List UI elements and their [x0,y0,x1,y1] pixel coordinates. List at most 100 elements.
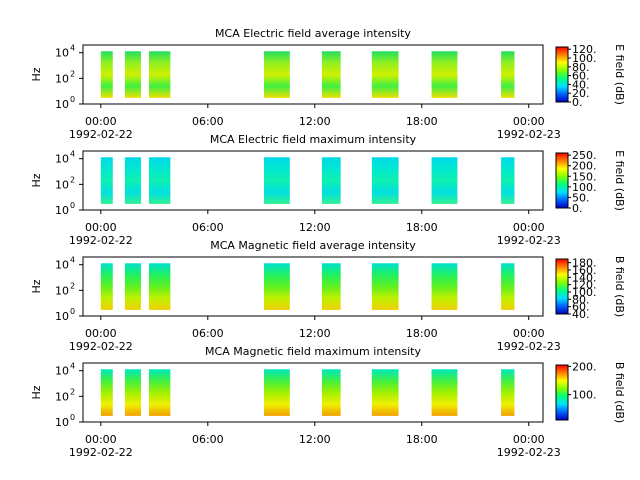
colorbar-tick-label: 50. [572,191,590,204]
data-segment [100,369,113,416]
x-tick-label: 12:00 [299,221,331,234]
y-tick-exponent: 4 [70,150,75,159]
y-tick-exponent: 4 [70,44,75,53]
colorbar-tick-label: 120. [572,279,597,292]
data-segment [431,263,458,310]
x-tick-label: 00:00 [85,221,117,234]
y-tick-label: 10 [55,153,69,166]
x-tick-label: 18:00 [406,115,438,128]
x-tick-label: 00:00 [85,433,117,446]
data-segment [321,51,341,98]
data-segment [100,157,113,204]
colorbar-tick-label: 100. [572,52,597,65]
colorbar-tick-label: 200. [572,160,597,173]
data-segment [124,157,141,204]
data-segment [263,51,290,98]
data-segment [501,157,515,204]
y-tick-label: 10 [55,284,69,297]
y-tick-exponent: 2 [70,387,75,396]
data-segment [371,369,399,416]
x-tick-label: 00:00 [513,221,545,234]
axes-frame [82,150,544,211]
colorbar-label: E field (dB) [613,44,626,105]
colorbar-tick-label: 80. [572,61,590,74]
colorbar-label: B field (dB) [613,362,626,423]
y-tick-exponent: 0 [70,201,75,210]
colorbar-tick-label: 150. [572,170,597,183]
y-tick-exponent: 0 [70,413,75,422]
colorbar-tick-label: 200. [572,360,597,373]
colorbar-tick-label: 160. [572,264,597,277]
data-segment [321,157,341,204]
y-tick-label: 10 [55,98,69,111]
data-segment [501,263,515,310]
colorbar-tick-label: 40. [572,78,590,91]
x-tick-label: 06:00 [192,221,224,234]
colorbar [555,364,569,421]
data-segment [124,369,141,416]
colorbar-label: B field (dB) [613,256,626,317]
colorbar-tick-label: 180. [572,257,597,270]
date-label: 1992-02-23 [497,234,561,247]
panel-title: MCA Electric field average intensity [215,27,411,40]
panel-title: MCA Electric field maximum intensity [210,133,417,146]
x-tick-label: 18:00 [406,327,438,340]
x-tick-label: 18:00 [406,433,438,446]
axes-frame [82,256,544,317]
data-segment [431,157,458,204]
date-label: 1992-02-22 [69,128,133,141]
colorbar-tick-label: 60. [572,301,590,314]
data-segment [148,51,171,98]
colorbar-tick-label: 100. [572,389,597,402]
colorbar-tick-label: 250. [572,149,597,162]
data-segment [501,369,515,416]
colorbar-tick-label: 80. [572,293,590,306]
data-segment [321,263,341,310]
colorbar-tick-label: 120. [572,43,597,56]
colorbar-tick-label: 0. [572,96,583,109]
data-segment [263,263,290,310]
x-tick-label: 06:00 [192,327,224,340]
x-tick-label: 00:00 [513,115,545,128]
data-segment [371,157,399,204]
data-segment [431,51,458,98]
x-tick-label: 06:00 [192,115,224,128]
data-segment [501,51,515,98]
date-label: 1992-02-23 [497,128,561,141]
y-tick-label: 10 [55,310,69,323]
data-segment [100,51,113,98]
date-label: 1992-02-22 [69,340,133,353]
colorbar-tick-label: 100. [572,286,597,299]
panel-title: MCA Magnetic field maximum intensity [205,345,421,358]
data-segment [371,263,399,310]
data-segment [371,51,399,98]
x-tick-label: 12:00 [299,327,331,340]
data-segment [321,369,341,416]
panel-title: MCA Magnetic field average intensity [210,239,416,252]
date-label: 1992-02-23 [497,340,561,353]
y-axis-label: Hz [30,385,43,399]
colorbar-tick-label: 20. [572,87,590,100]
y-tick-label: 10 [55,416,69,429]
data-segment [263,157,290,204]
data-segment [100,263,113,310]
x-tick-label: 00:00 [85,115,117,128]
colorbar [555,258,569,315]
y-tick-exponent: 2 [70,281,75,290]
data-segment [148,157,171,204]
x-tick-label: 00:00 [513,327,545,340]
y-tick-label: 10 [55,259,69,272]
x-tick-label: 18:00 [406,221,438,234]
y-tick-exponent: 2 [70,69,75,78]
y-tick-label: 10 [55,204,69,217]
y-tick-exponent: 4 [70,362,75,371]
y-tick-label: 10 [55,390,69,403]
x-tick-label: 12:00 [299,115,331,128]
data-segment [431,369,458,416]
y-tick-label: 10 [55,72,69,85]
y-tick-label: 10 [55,365,69,378]
y-tick-label: 10 [55,47,69,60]
data-segment [124,263,141,310]
colorbar-tick-label: 100. [572,181,597,194]
